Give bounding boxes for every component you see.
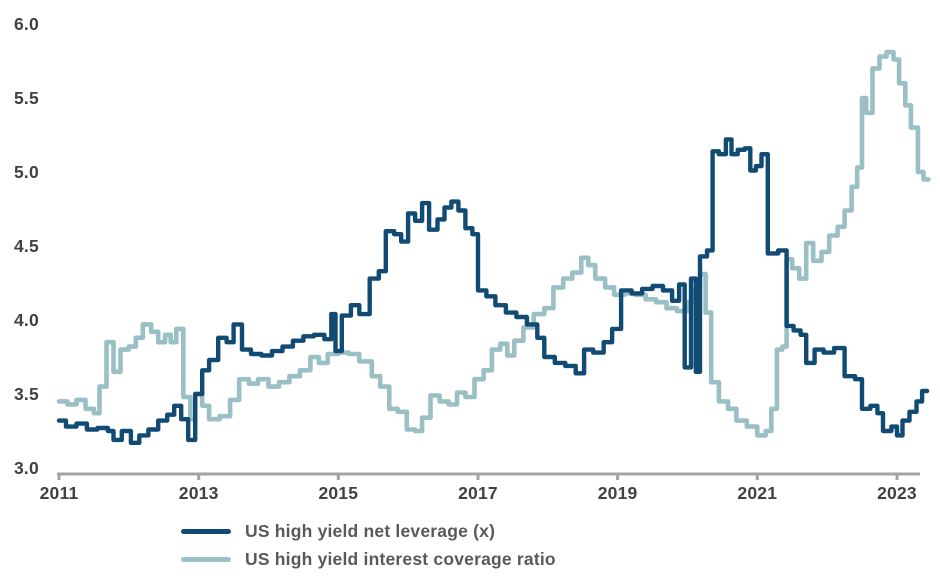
- interest-coverage-swatch: [181, 556, 231, 562]
- x-tick-label: 2013: [178, 483, 219, 503]
- x-tick-label: 2017: [458, 483, 498, 503]
- x-tick-label: 2021: [737, 483, 778, 503]
- interest-coverage-label: US high yield interest coverage ratio: [245, 548, 556, 569]
- x-tick-mark: [755, 474, 759, 480]
- y-tick-label: 5.5: [14, 88, 39, 108]
- y-tick-label: 4.5: [14, 236, 39, 256]
- x-tick-label: 2019: [597, 483, 638, 503]
- x-tick-label: 2011: [39, 483, 79, 503]
- net-leverage-label: US high yield net leverage (x): [245, 520, 496, 541]
- y-tick-label: 5.0: [14, 162, 39, 182]
- x-tick-mark: [197, 474, 201, 480]
- net-leverage-swatch: [181, 528, 231, 534]
- y-tick-label: 3.5: [14, 384, 39, 404]
- net-leverage-line: [56, 137, 930, 445]
- interest-coverage-line: [56, 49, 931, 438]
- y-tick-label: 4.0: [14, 310, 39, 330]
- y-tick-label: 6.0: [14, 14, 39, 34]
- x-axis-tick-marks: [57, 474, 899, 480]
- x-tick-mark: [57, 474, 61, 480]
- x-tick-label: 2023: [877, 483, 917, 503]
- x-tick-label: 2015: [318, 483, 359, 503]
- x-tick-mark: [336, 474, 340, 480]
- x-tick-mark: [895, 474, 899, 480]
- x-tick-mark: [616, 474, 620, 480]
- legend-item-net-leverage: US high yield net leverage (x): [181, 517, 556, 545]
- legend: US high yield net leverage (x) US high y…: [181, 517, 556, 573]
- x-tick-mark: [476, 474, 480, 480]
- legend-item-interest-coverage: US high yield interest coverage ratio: [181, 545, 556, 573]
- y-tick-label: 3.0: [14, 458, 39, 478]
